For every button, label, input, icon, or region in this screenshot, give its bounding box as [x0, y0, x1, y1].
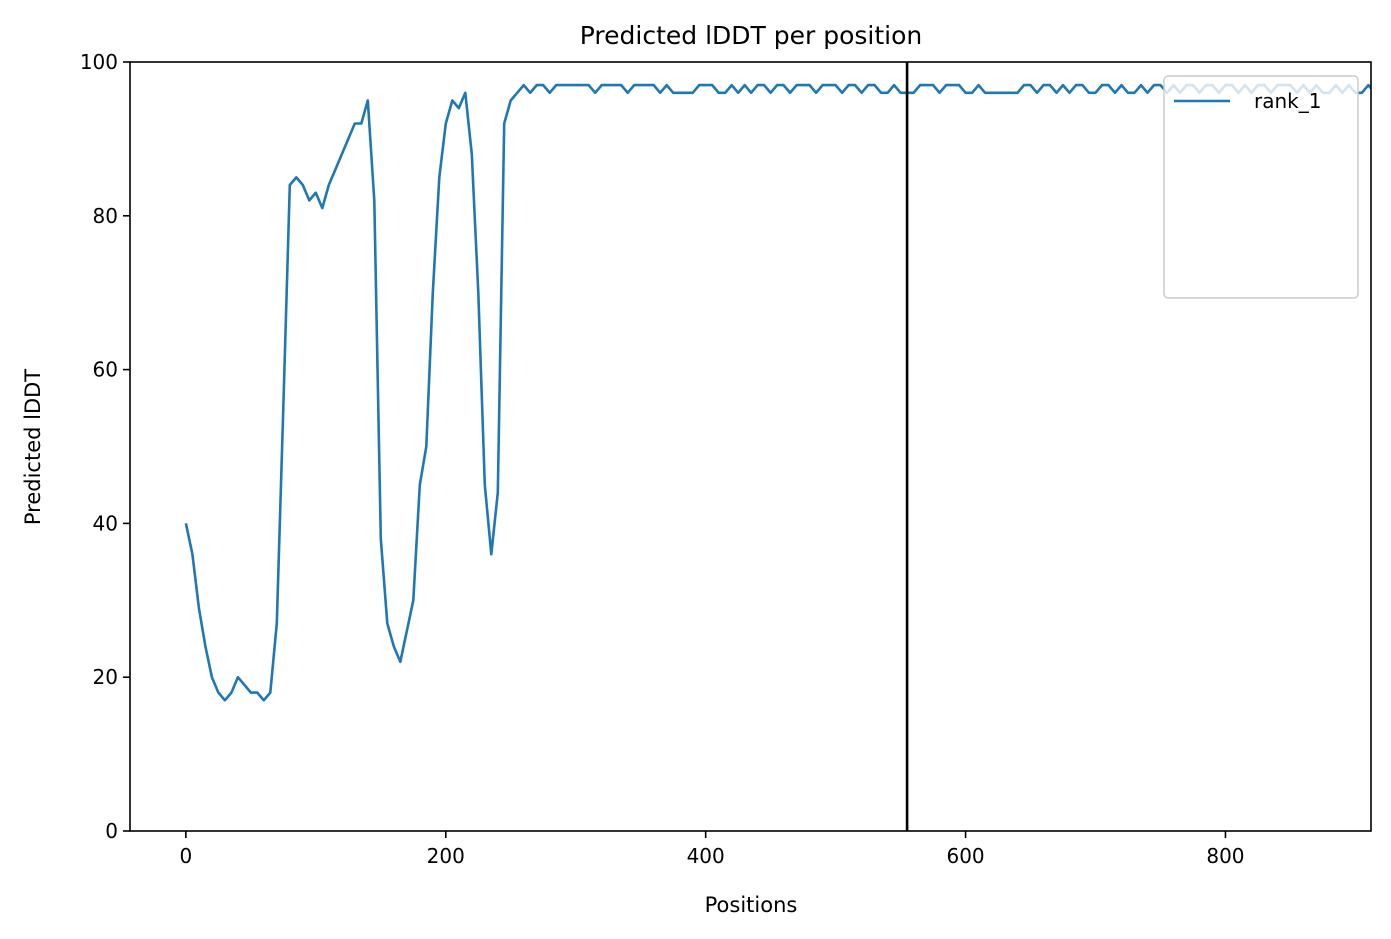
- x-tick-label: 600: [946, 844, 984, 868]
- x-axis-title: Positions: [705, 893, 798, 917]
- plot-frame: [129, 61, 1372, 832]
- legend: rank_1: [1163, 75, 1359, 299]
- plot-area: [184, 62, 1371, 831]
- x-tick-label: 200: [427, 844, 465, 868]
- y-axis-title: Predicted lDDT: [21, 369, 45, 525]
- x-tick-label: 0: [180, 844, 193, 868]
- axes: 0 200 400 600 800 0 20 40 60 80 100: [80, 50, 1372, 868]
- x-tick-label: 800: [1206, 844, 1244, 868]
- y-tick-label: 80: [93, 204, 118, 228]
- y-tick-label: 40: [93, 511, 118, 535]
- y-tick-label: 20: [93, 665, 118, 689]
- y-tick-label: 0: [105, 819, 118, 843]
- chart-title: Predicted lDDT per position: [580, 21, 922, 50]
- x-tick-label: 400: [687, 844, 725, 868]
- y-tick-label: 100: [80, 50, 118, 74]
- series-line-rank_1: [184, 83, 1371, 702]
- legend-label-rank_1: rank_1: [1254, 89, 1321, 113]
- y-tick-label: 60: [93, 358, 118, 382]
- legend-box: [1163, 75, 1359, 299]
